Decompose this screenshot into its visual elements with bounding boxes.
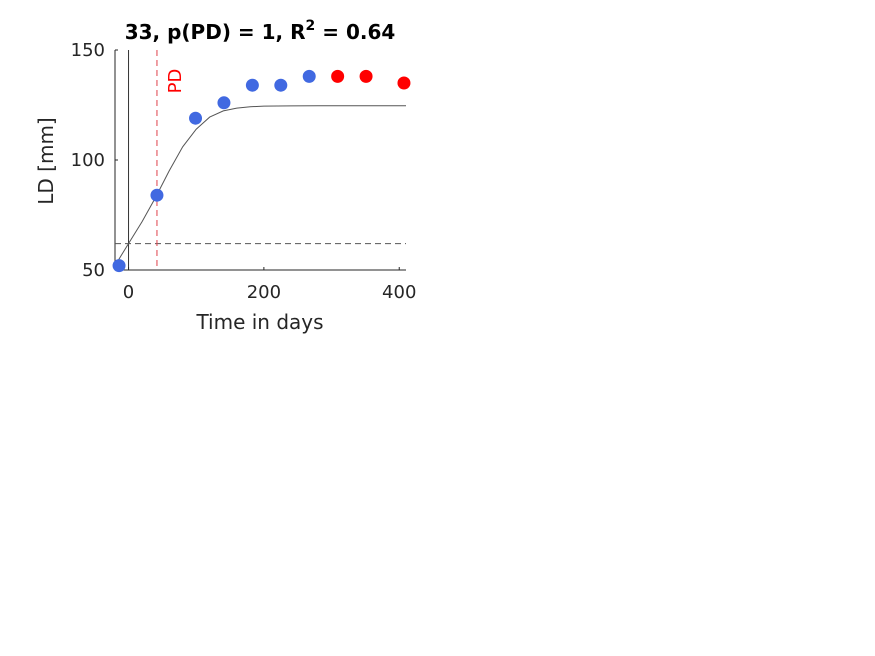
x-tick-label-200: 200 [247,282,281,303]
data-point-s0-4 [245,78,259,92]
fit-curve [114,105,406,266]
x-axis-label: Time in days [195,310,323,334]
data-point-s0-3 [217,96,231,110]
data-point-s0-6 [302,69,316,83]
plot-area: 0 200 400 50 100 150 PD [71,40,417,303]
chart-title: 33, p(PD) = 1, R2 = 0.64 [125,18,396,44]
y-axis-label: LD [mm] [34,117,58,204]
title-main: 33, p(PD) = 1, R [125,20,306,44]
data-point-s1-2 [397,76,411,90]
title-tail: = 0.64 [315,20,395,44]
data-point-s1-0 [331,69,345,83]
data-point-s0-5 [274,78,288,92]
title-superscript: 2 [306,18,316,34]
y-tick-label-50: 50 [82,260,105,281]
data-point-s0-2 [189,111,203,125]
data-point-s0-0 [112,259,126,273]
x-tick-label-400: 400 [382,282,416,303]
data-point-s1-1 [359,69,373,83]
pd-label: PD [165,69,186,94]
x-tick-label-0: 0 [123,282,134,303]
y-tick-label-150: 150 [71,40,105,61]
y-tick-label-100: 100 [71,150,105,171]
data-point-s0-1 [150,188,164,202]
